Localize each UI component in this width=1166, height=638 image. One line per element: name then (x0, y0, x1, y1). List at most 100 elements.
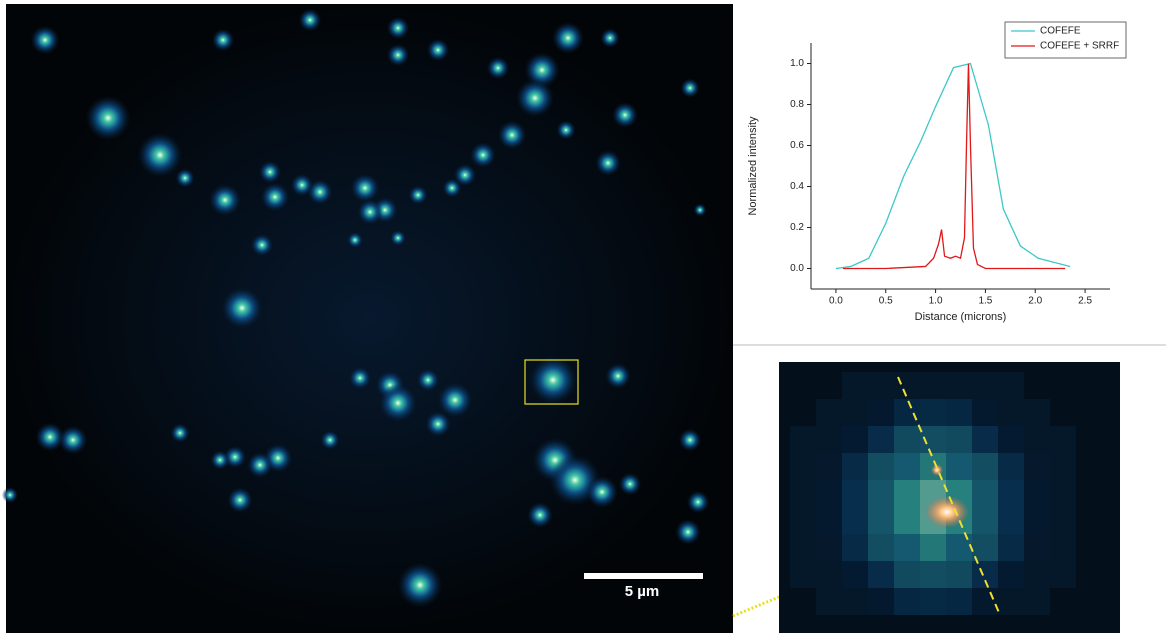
spot (416, 368, 440, 392)
spot (595, 150, 621, 176)
pixel (816, 507, 842, 534)
micrograph-spots (2, 8, 710, 608)
roi-box (524, 359, 579, 405)
spot (453, 163, 477, 187)
spot (347, 232, 363, 248)
pixel (920, 561, 946, 588)
pixel (842, 588, 868, 615)
pixel (920, 588, 946, 615)
pixel (1050, 561, 1076, 588)
pixel (816, 588, 842, 615)
spot (675, 519, 701, 545)
pixel (1024, 534, 1050, 561)
pixel (972, 372, 998, 399)
pixel (816, 480, 842, 507)
spot (357, 199, 383, 225)
pixel (998, 561, 1024, 588)
pixel (868, 534, 894, 561)
spot (437, 382, 473, 418)
spot (408, 185, 428, 205)
inset (779, 362, 1120, 633)
pixel (972, 588, 998, 615)
pixel (1050, 453, 1076, 480)
pixel (1024, 426, 1050, 453)
spot (209, 184, 241, 216)
spot (442, 178, 462, 198)
spot (290, 173, 314, 197)
pixel (920, 534, 946, 561)
pixel (998, 507, 1024, 534)
spot (397, 562, 443, 608)
pixel (790, 453, 816, 480)
spot (605, 363, 631, 389)
y-tick-label: 0.2 (790, 222, 804, 233)
spot (556, 120, 576, 140)
pixel (868, 480, 894, 507)
spot (350, 173, 380, 203)
pixel (998, 399, 1024, 426)
spot (250, 233, 274, 257)
spot (320, 430, 340, 450)
pixel (894, 507, 920, 534)
spot (386, 16, 410, 40)
pixel (868, 561, 894, 588)
x-tick-label: 2.5 (1078, 296, 1092, 307)
pixel (972, 399, 998, 426)
pixel (998, 426, 1024, 453)
pixel (868, 399, 894, 426)
pixel (946, 399, 972, 426)
y-tick-label: 0.0 (790, 263, 804, 274)
y-axis-title: Normalized intensity (747, 116, 759, 216)
spot (211, 28, 235, 52)
pixel (972, 534, 998, 561)
spot (678, 428, 702, 452)
scale-bar (584, 573, 703, 579)
spot (529, 356, 577, 404)
spot (390, 230, 406, 246)
spot (298, 8, 322, 32)
pixel (868, 507, 894, 534)
spot (58, 425, 88, 455)
pixel (972, 426, 998, 453)
pixel (972, 480, 998, 507)
pixel (894, 399, 920, 426)
pixel (816, 399, 842, 426)
pixel (790, 426, 816, 453)
pixel (842, 453, 868, 480)
spot (223, 445, 247, 469)
spot (425, 411, 451, 437)
pixel (998, 453, 1024, 480)
pixel (816, 561, 842, 588)
pixel (1024, 561, 1050, 588)
spot (552, 22, 584, 54)
spot (30, 25, 60, 55)
pixel (1024, 453, 1050, 480)
series-line (842, 63, 1066, 270)
scale-label: 5 µm (625, 583, 660, 600)
line-chart: 0.0 0.2 0.4 0.6 0.8 1.0 0.0 0.5 1.0 1.5 2.0 2.5 Dist… (747, 21, 1127, 323)
pixel (790, 534, 816, 561)
pixel (842, 534, 868, 561)
y-tick-label: 0.4 (790, 181, 804, 192)
pixel (868, 453, 894, 480)
spot (247, 452, 273, 478)
pixel (842, 480, 868, 507)
series-line (835, 62, 1071, 270)
pixel (972, 453, 998, 480)
pixel (894, 534, 920, 561)
pixel (1024, 588, 1050, 615)
pixel (998, 372, 1024, 399)
spot (348, 366, 372, 390)
spot (258, 160, 282, 184)
pixel (1024, 480, 1050, 507)
spot (524, 52, 560, 88)
pixel (842, 399, 868, 426)
pixel (1050, 480, 1076, 507)
pixel (920, 399, 946, 426)
x-tick-label: 2.0 (1028, 296, 1042, 307)
pixel (894, 561, 920, 588)
pixel (920, 372, 946, 399)
pixel (998, 588, 1024, 615)
pixel (868, 426, 894, 453)
